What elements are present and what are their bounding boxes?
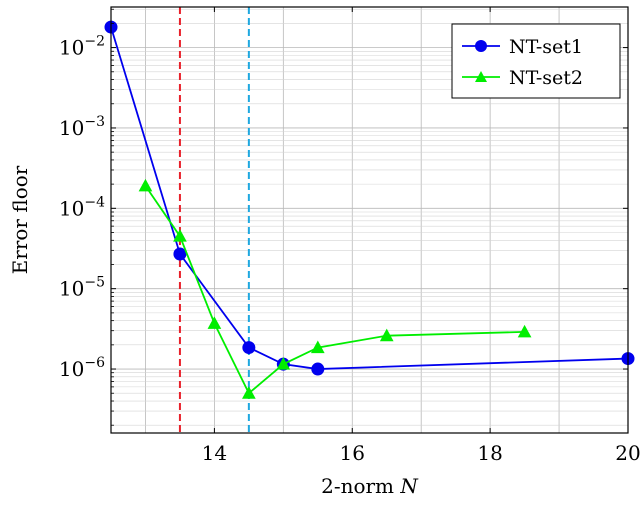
data-point <box>379 328 394 342</box>
x-tick-label: 20 <box>615 441 640 465</box>
x-axis-ticks: 14 16 18 20 <box>202 7 641 465</box>
y-axis-label: Error floor <box>8 165 32 274</box>
x-tick-label: 16 <box>340 441 365 465</box>
legend-label: NT-set2 <box>509 67 583 89</box>
series-line <box>144 185 525 395</box>
data-point <box>311 362 325 376</box>
data-point <box>517 324 532 338</box>
series-group <box>104 20 635 399</box>
data-point <box>173 247 187 261</box>
y-axis-ticks: 10−6 10−5 10−4 10−3 10−2 <box>59 8 628 426</box>
legend-label: NT-set1 <box>509 36 583 58</box>
data-point <box>242 341 256 355</box>
data-point <box>242 386 256 399</box>
legend-marker <box>475 71 487 82</box>
y-tick-label: 10−3 <box>59 114 105 140</box>
data-point <box>276 357 291 370</box>
data-point <box>207 316 222 329</box>
legend-box <box>451 23 621 99</box>
data-point <box>310 340 325 354</box>
reference-lines <box>178 7 250 433</box>
data-point <box>173 229 187 242</box>
legend-marker <box>475 40 487 52</box>
y-tick-label: 10−2 <box>59 34 105 60</box>
legend: NT-set1 NT-set2 <box>451 23 621 99</box>
y-tick-label: 10−6 <box>59 355 105 381</box>
data-point <box>138 178 153 192</box>
series-line <box>110 26 629 370</box>
x-tick-label: 14 <box>202 441 227 465</box>
plot-frame <box>110 6 629 434</box>
y-tick-label: 10−4 <box>59 194 105 220</box>
x-tick-label: 18 <box>477 441 502 465</box>
y-tick-label: 10−5 <box>59 275 105 301</box>
x-axis-label: 2-norm N <box>321 474 419 498</box>
